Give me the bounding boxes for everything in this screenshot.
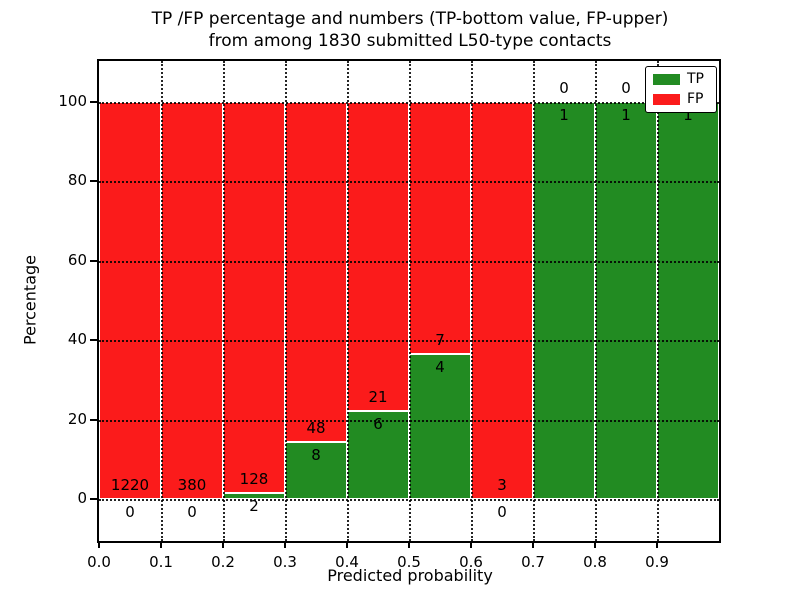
bar-count-label-fp: 380 xyxy=(177,476,207,494)
x-tick-label: 0.9 xyxy=(645,553,669,571)
x-axis-tick xyxy=(470,541,472,548)
gridline-vertical xyxy=(533,61,535,541)
x-axis-tick xyxy=(284,541,286,548)
bar-count-label-tp: 8 xyxy=(311,446,321,465)
bar-count-label-fp: 0 xyxy=(621,79,631,97)
x-tick-label: 0.1 xyxy=(149,553,173,571)
y-axis-tick xyxy=(90,498,97,500)
gridline-vertical xyxy=(223,61,225,541)
x-tick-label: 0.8 xyxy=(583,553,607,571)
bar-count-label-tp: 2 xyxy=(249,497,259,516)
bar-count-label-fp: 1220 xyxy=(110,476,150,494)
bar-count-label-fp: 0 xyxy=(559,79,569,97)
legend: TP FP xyxy=(645,66,717,113)
bar-segment-fp xyxy=(161,102,223,499)
legend-item-tp: TP xyxy=(653,72,709,87)
x-axis-tick xyxy=(408,541,410,548)
y-axis-tick xyxy=(90,418,97,421)
y-tick-label: 40 xyxy=(67,330,87,349)
bar-count-label-tp: 4 xyxy=(435,358,445,377)
bar-segment-tp xyxy=(285,442,347,499)
bar-segment-fp xyxy=(471,102,533,499)
chart-title-line2: from among 1830 submitted L50-type conta… xyxy=(208,31,612,51)
bar-segment-fp xyxy=(409,102,471,355)
y-axis-tick xyxy=(90,259,97,262)
x-axis-tick xyxy=(532,541,534,548)
bar-segment-tp xyxy=(409,354,471,499)
gridline-vertical xyxy=(471,61,473,541)
bar-count-label-fp: 3 xyxy=(497,476,507,494)
x-tick-label: 0.4 xyxy=(335,553,359,571)
bar-count-label-fp: 21 xyxy=(368,387,388,406)
chart-title-line1: TP /FP percentage and numbers (TP-bottom… xyxy=(151,9,669,29)
fp-swatch xyxy=(653,94,680,105)
y-tick-label: 20 xyxy=(67,409,87,428)
x-axis-tick xyxy=(656,541,658,548)
x-axis-tick xyxy=(594,541,596,548)
bar-count-label-tp: 6 xyxy=(373,414,383,433)
bar-segment-tp xyxy=(533,102,595,499)
x-tick-label: 0.6 xyxy=(459,553,483,571)
gridline-vertical xyxy=(409,61,411,541)
x-axis-tick xyxy=(346,541,348,548)
bar-segment-tp xyxy=(657,102,719,499)
bar-count-label-tp: 0 xyxy=(497,503,507,521)
x-tick-label: 0.5 xyxy=(397,553,421,571)
gridline-vertical xyxy=(285,61,287,541)
gridline-vertical xyxy=(161,61,163,541)
x-tick-label: 0.3 xyxy=(273,553,297,571)
bar-count-label-fp: 128 xyxy=(239,470,269,489)
x-tick-label: 0.7 xyxy=(521,553,545,571)
gridline-vertical xyxy=(657,61,659,541)
legend-label-tp: TP xyxy=(687,71,704,87)
bar-count-label-tp: 0 xyxy=(187,503,197,521)
y-axis-tick xyxy=(90,180,97,183)
plot-area: TP FP 1220 0 380 0 128 2 48 8 21 6 7 4 3 0 0 1 0 1 0 1 0.0 0.… xyxy=(58,59,721,571)
x-tick-label: 0.2 xyxy=(211,553,235,571)
x-tick-label: 0.0 xyxy=(87,553,111,571)
bar-count-label-fp: 48 xyxy=(306,419,326,438)
y-tick-label: 80 xyxy=(67,171,87,190)
x-axis-tick xyxy=(98,541,100,548)
gridline-vertical xyxy=(347,61,349,541)
x-axis-tick xyxy=(222,541,224,548)
bar-count-label-fp: 7 xyxy=(435,331,445,350)
gridline-vertical xyxy=(595,61,597,541)
y-tick-label: 60 xyxy=(67,250,87,269)
x-axis-tick xyxy=(160,541,162,548)
bar-segment-fp xyxy=(223,102,285,494)
bar-segment-fp xyxy=(99,102,161,499)
y-axis-tick xyxy=(90,101,97,103)
tp-swatch xyxy=(653,74,680,85)
y-axis-tick xyxy=(90,339,97,342)
bar-segment-tp xyxy=(595,102,657,499)
legend-label-fp: FP xyxy=(687,91,704,107)
bar-segment-fp xyxy=(347,102,409,411)
y-tick-label: 100 xyxy=(58,92,87,110)
y-axis-label: Percentage xyxy=(20,254,40,346)
y-tick-label: 0 xyxy=(77,489,87,507)
bar-count-label-tp: 1 xyxy=(559,106,569,124)
legend-item-fp: FP xyxy=(653,92,709,107)
chart-title: TP /FP percentage and numbers (TP-bottom… xyxy=(99,8,721,52)
bar-count-label-tp: 0 xyxy=(125,503,135,521)
bar-count-label-tp: 1 xyxy=(621,106,631,124)
bar-count-label-tp: 1 xyxy=(683,106,693,124)
x-axis-label: Predicted probability xyxy=(327,566,493,585)
bar-segment-fp xyxy=(285,102,347,443)
